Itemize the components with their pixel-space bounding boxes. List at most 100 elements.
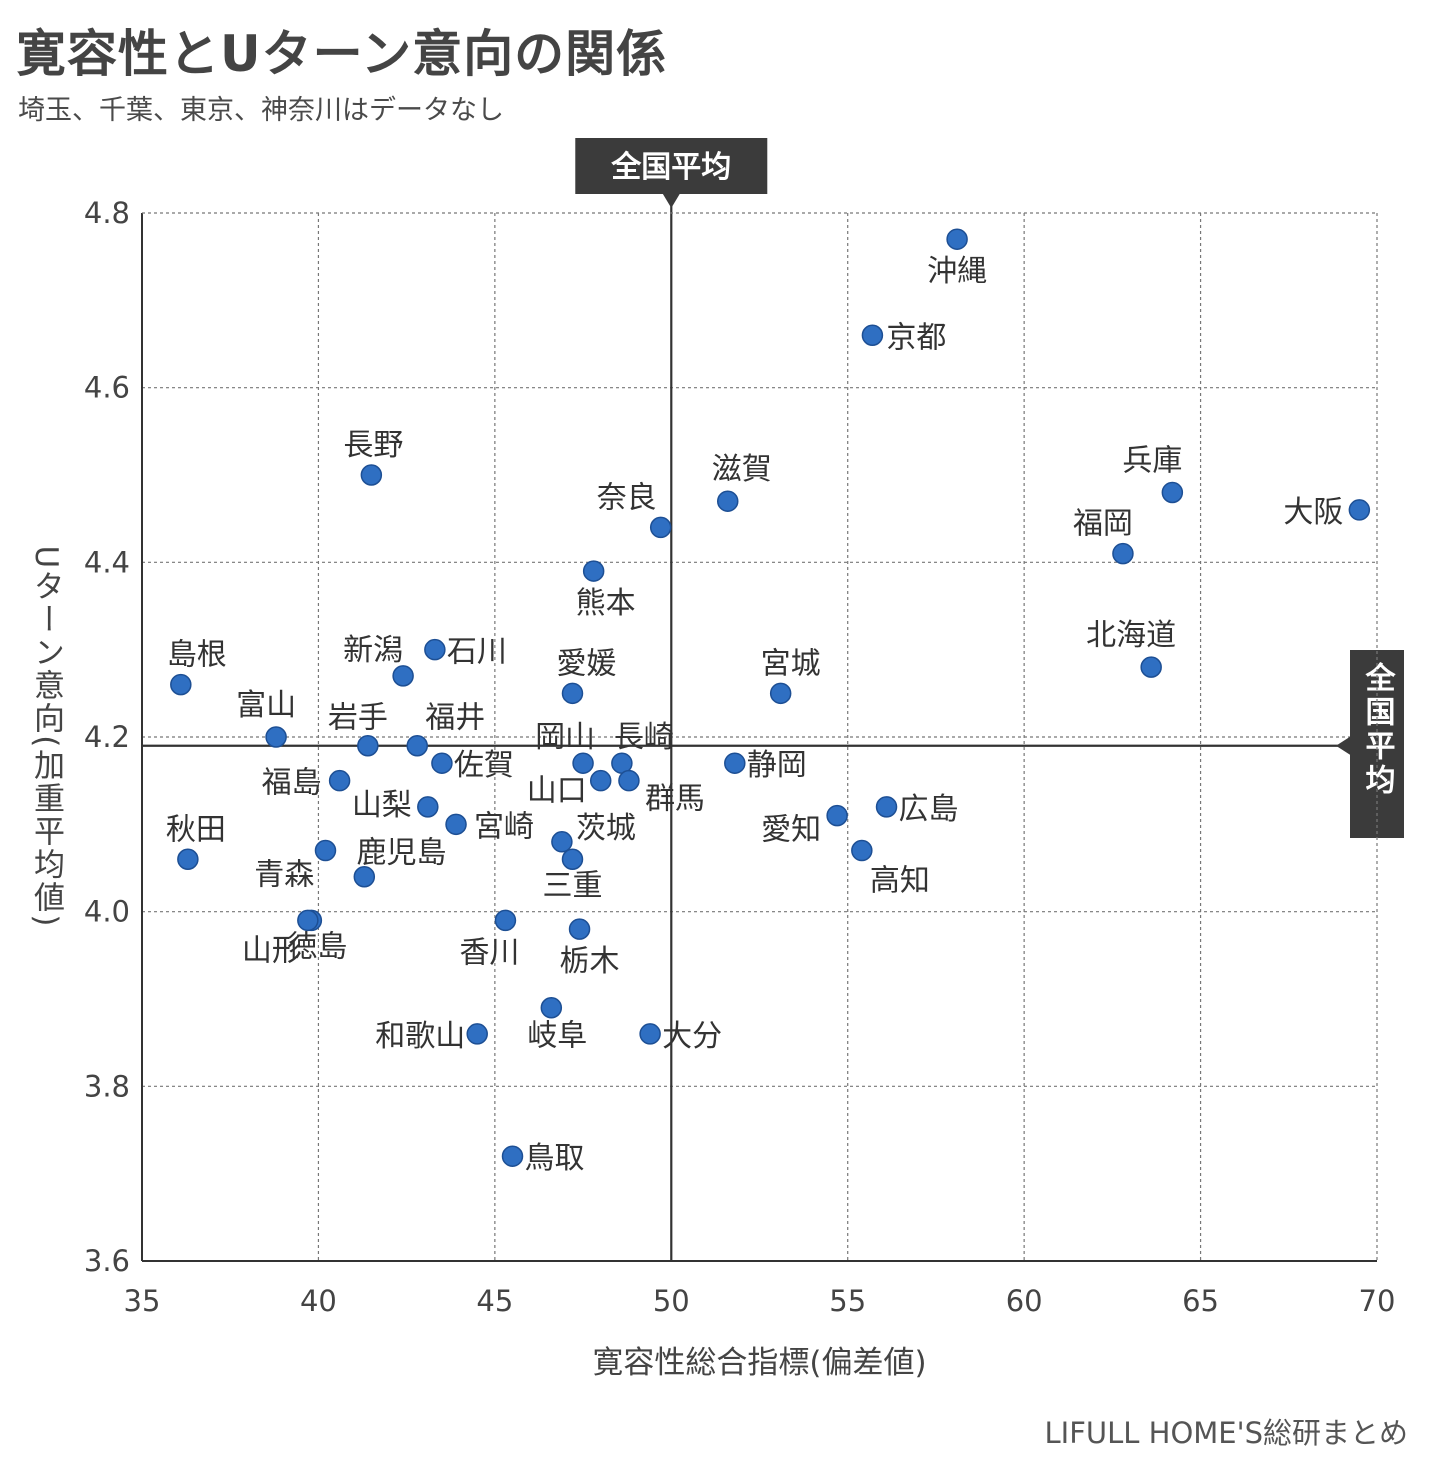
data-point-group: 福岡: [1073, 507, 1134, 565]
data-point-label: 広島: [899, 792, 959, 827]
data-point: [328, 769, 351, 792]
data-point-label: 福井: [425, 701, 485, 736]
data-point-group: 長崎: [611, 720, 674, 774]
data-point: [724, 752, 746, 774]
data-point: [406, 734, 428, 757]
data-point: [297, 909, 319, 932]
data-point-group: 島根: [167, 638, 227, 696]
data-point-label: 熊本: [576, 586, 636, 621]
data-point-group: 岐阜: [527, 996, 587, 1054]
data-point: [170, 673, 192, 696]
data-point-label: 秋田: [166, 812, 226, 847]
data-point-group: 長野: [343, 428, 403, 486]
data-point-group: 大分: [639, 1019, 722, 1054]
data-point-group: 山梨: [352, 788, 439, 823]
data-point-label: 山口: [527, 774, 587, 809]
tick-labels: 35 40 45 50 55 60 65 70 3.6 3.8 4.0 4.2 4.4 4.6 4.8: [84, 196, 1396, 1318]
data-point-group: 和歌山: [375, 1019, 488, 1054]
data-point-group: 福井: [406, 701, 485, 757]
data-point: [551, 831, 573, 853]
data-point-label: 沖縄: [927, 254, 987, 289]
data-point-group: 大阪: [1283, 495, 1371, 530]
data-point-group: 宮崎: [445, 809, 534, 844]
data-point-label: 兵庫: [1122, 443, 1182, 478]
data-point-group: 静岡: [724, 748, 807, 783]
y-tick-label: 4.0: [84, 895, 130, 929]
data-point: [861, 324, 884, 347]
data-point: [424, 638, 446, 661]
data-point-label: 和歌山: [375, 1019, 465, 1054]
data-point-group: 三重: [542, 848, 602, 903]
data-point-group: 広島: [875, 792, 959, 827]
data-point: [360, 464, 383, 486]
data-point: [445, 813, 467, 836]
data-point-group: 高知: [851, 839, 930, 899]
data-point-label: 長野: [343, 428, 403, 463]
data-point: [431, 752, 453, 774]
average-pointer-top: [662, 193, 681, 208]
data-point-group: 佐賀: [431, 748, 514, 783]
chart-title: 寛容性とUターン意向の関係: [16, 25, 668, 83]
data-point-label: 滋賀: [712, 452, 772, 487]
data-point-group: 愛知: [761, 804, 848, 848]
data-point-label: 福岡: [1073, 507, 1133, 542]
data-point-label: 奈良: [597, 480, 657, 515]
data-point: [946, 228, 968, 250]
data-point: [561, 682, 584, 705]
data-point-group: 福島: [262, 766, 351, 801]
data-point-label: 愛媛: [556, 646, 616, 681]
data-point-label: 岐阜: [527, 1019, 587, 1054]
data-point-label: 京都: [886, 320, 946, 355]
data-point: [568, 918, 591, 940]
grid-lines: [142, 213, 1377, 1261]
data-point-label: 大阪: [1283, 495, 1343, 530]
data-point: [494, 909, 517, 932]
data-point-group: 京都: [861, 320, 946, 355]
y-axis-label: Uターン意向(加重平均値): [28, 546, 65, 929]
source-credit: LIFULL HOME'S総研まとめ: [1044, 1416, 1408, 1450]
data-point: [417, 796, 439, 818]
average-label-right: 全国平均: [1360, 661, 1397, 798]
data-point: [1161, 481, 1184, 504]
data-point-label: 栃木: [560, 944, 620, 979]
data-point-group: 滋賀: [712, 452, 772, 512]
data-point: [582, 560, 605, 582]
data-point-group: 山形: [242, 909, 319, 968]
x-tick-label: 70: [1359, 1284, 1396, 1318]
data-point-label: 宮城: [761, 646, 821, 681]
data-point: [769, 682, 792, 705]
data-point-group: 香川: [459, 909, 519, 970]
data-point: [826, 804, 848, 827]
data-point-label: 鹿児島: [356, 836, 446, 871]
x-tick-label: 50: [653, 1284, 690, 1318]
data-point-label: 愛知: [761, 813, 821, 848]
data-point: [466, 1023, 488, 1045]
data-point-group: 群馬: [618, 769, 705, 817]
data-point: [1348, 499, 1371, 521]
data-point-label: 岡山: [535, 720, 595, 755]
data-point-group: 新潟: [343, 633, 414, 687]
data-point-group: 愛媛: [556, 646, 616, 705]
data-point: [540, 996, 563, 1019]
data-point: [589, 769, 612, 792]
data-point-label: 高知: [870, 864, 930, 899]
data-point: [639, 1023, 661, 1045]
data-point: [716, 490, 739, 512]
data-point-label: 香川: [459, 935, 519, 970]
data-point-group: 石川: [424, 635, 507, 670]
data-point: [353, 865, 376, 888]
data-point: [177, 848, 199, 871]
data-point: [501, 1145, 524, 1167]
data-point-label: 大分: [662, 1019, 722, 1054]
x-tick-label: 45: [476, 1284, 513, 1318]
data-point-group: 秋田: [166, 812, 226, 871]
data-point-label: 山形: [242, 933, 302, 968]
data-point: [1112, 542, 1134, 565]
data-point-label: 福島: [262, 766, 322, 801]
x-tick-label: 60: [1006, 1284, 1043, 1318]
x-tick-label: 35: [124, 1284, 161, 1318]
data-point-label: 石川: [447, 635, 507, 670]
y-tick-label: 3.8: [84, 1069, 130, 1103]
